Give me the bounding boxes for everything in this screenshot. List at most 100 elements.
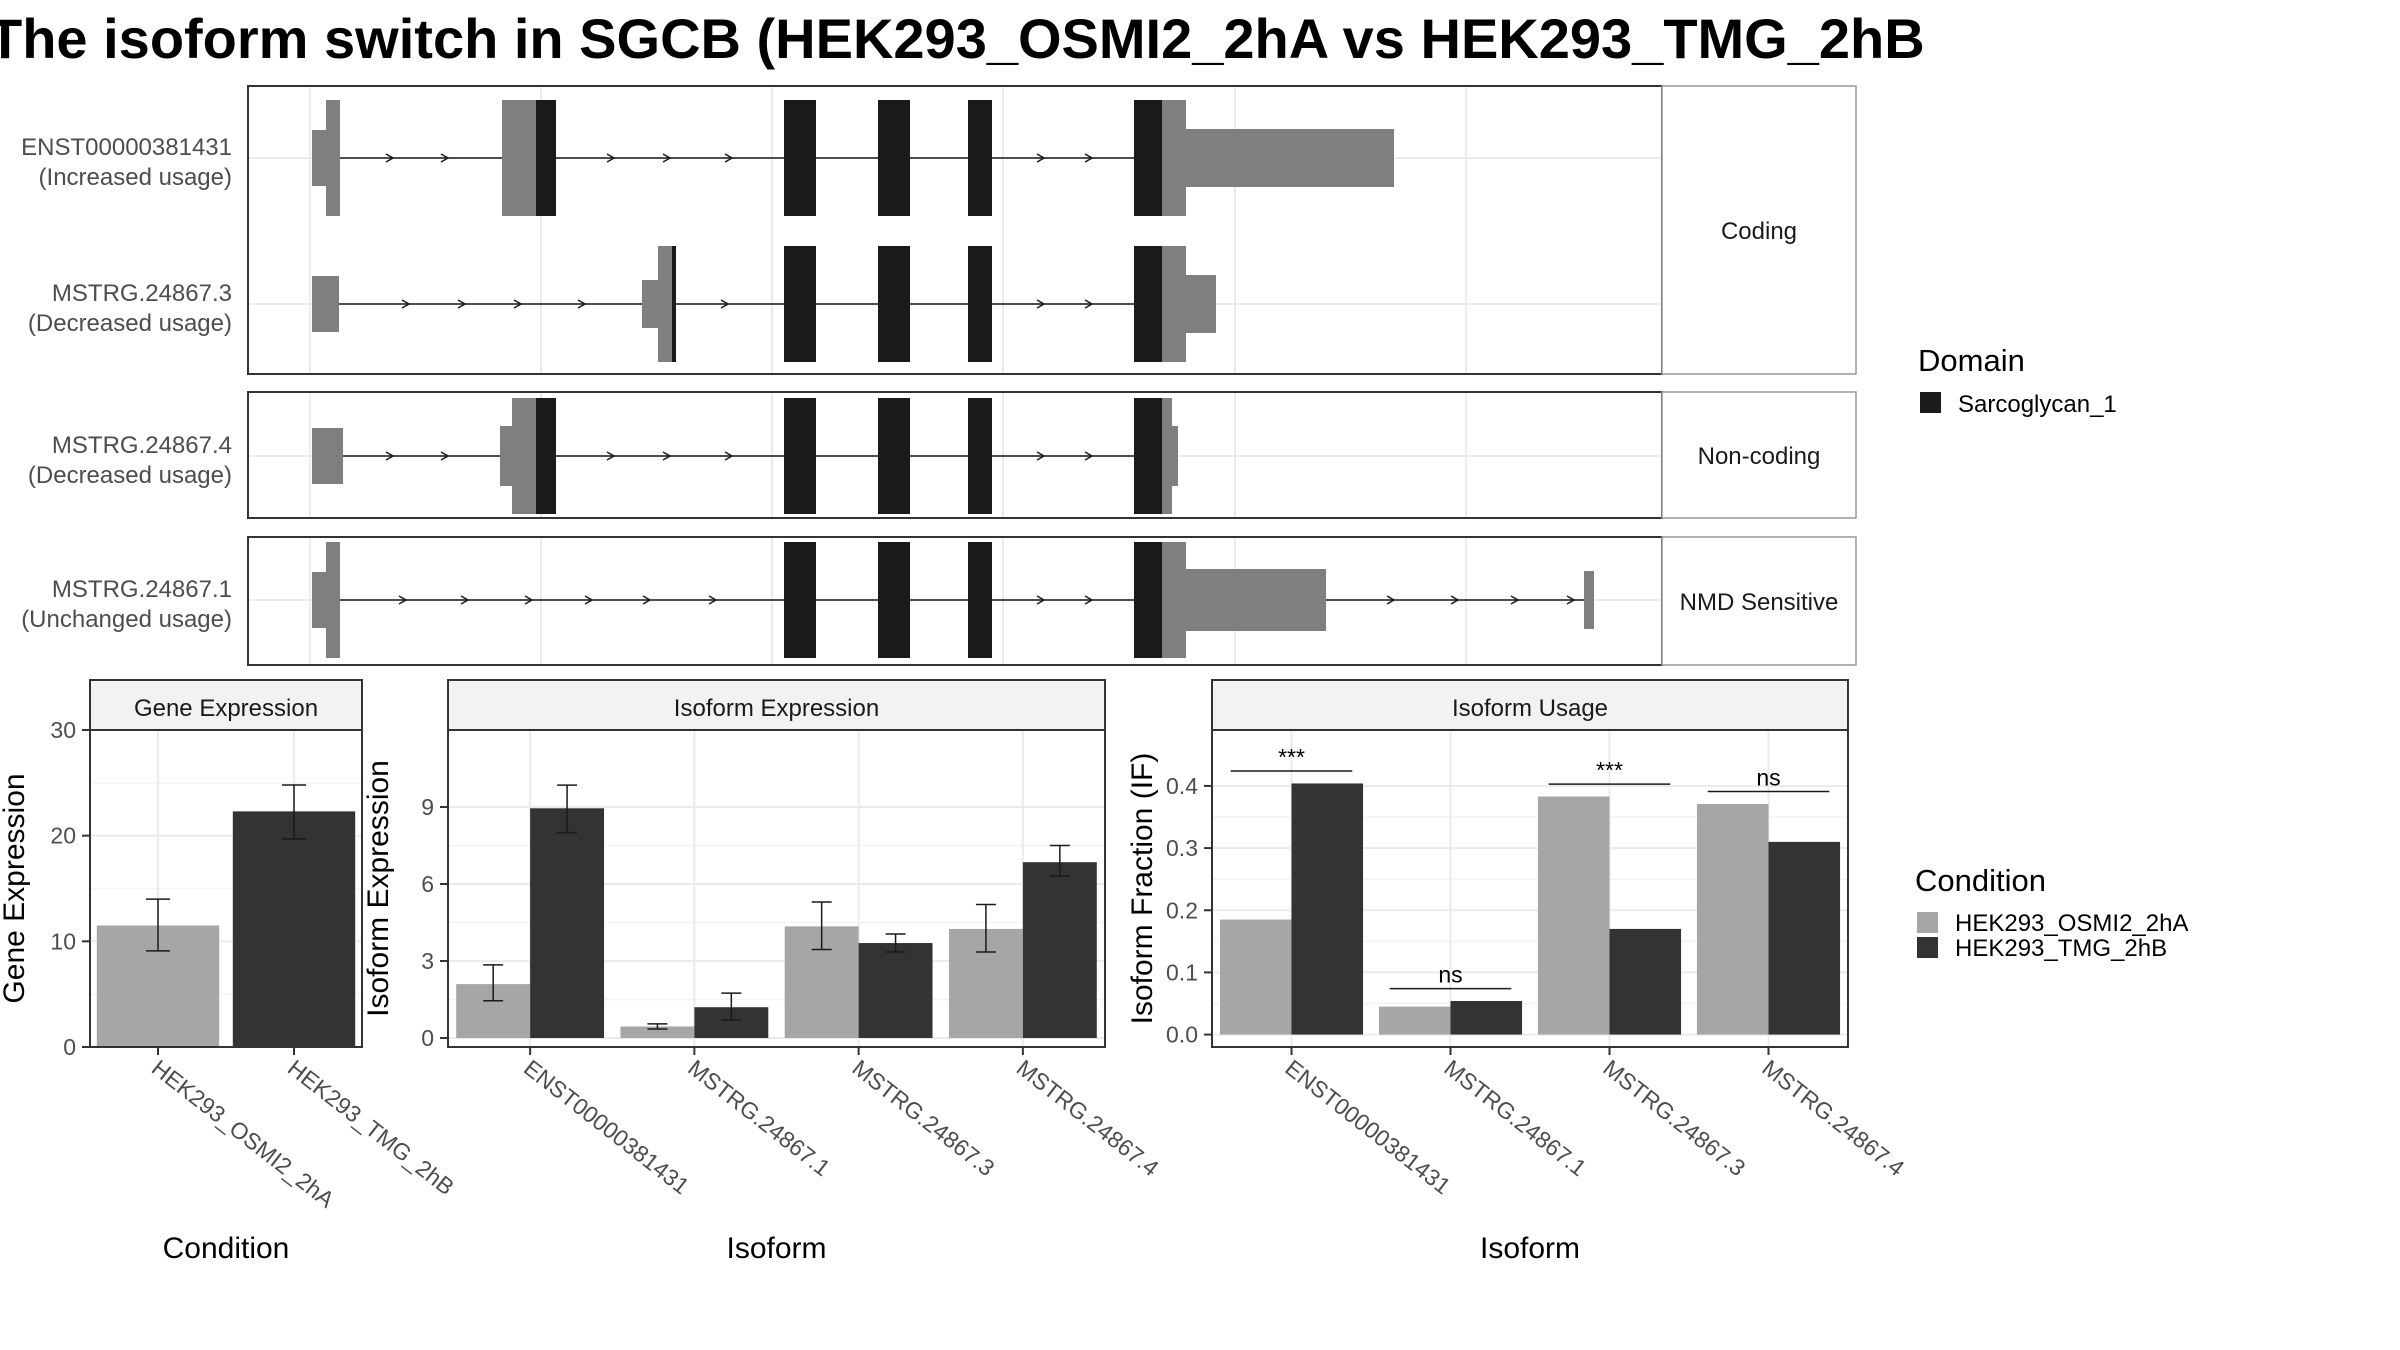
transcript-label: ENST00000381431 xyxy=(21,134,232,161)
bar xyxy=(620,1026,695,1039)
utr-exon xyxy=(312,130,326,186)
facet-strip-label: Non-coding xyxy=(1698,443,1821,470)
domain-legend-label: Sarcoglycan_1 xyxy=(1958,391,2117,418)
transcript-label: MSTRG.24867.3 xyxy=(52,280,232,307)
domain-exon xyxy=(968,398,992,514)
intron-arrow xyxy=(460,595,470,605)
intron-arrow xyxy=(1084,451,1094,461)
intron-arrow xyxy=(1036,451,1046,461)
x-tick-label: MSTRG.24867.4 xyxy=(1757,1054,1909,1181)
bar xyxy=(1378,1006,1451,1035)
utr-exon xyxy=(1186,569,1326,631)
facet-strip xyxy=(89,679,363,731)
domain-exon xyxy=(784,100,816,216)
bar xyxy=(1022,862,1097,1039)
intron-arrow xyxy=(642,595,652,605)
intron-arrow xyxy=(584,595,594,605)
significance-label: ns xyxy=(1756,765,1780,791)
domain-exon xyxy=(784,542,816,658)
intron-arrow xyxy=(577,299,587,309)
bar xyxy=(1291,783,1364,1035)
utr-exon xyxy=(312,428,343,484)
y-tick-label: 0 xyxy=(421,1025,434,1051)
x-tick-label: ENST00000381431 xyxy=(1280,1054,1455,1199)
domain-exon xyxy=(968,100,992,216)
intron-arrow xyxy=(401,299,411,309)
x-tick-label: MSTRG.24867.4 xyxy=(1012,1054,1164,1181)
intron-arrow xyxy=(662,153,672,163)
utr-exon xyxy=(1186,129,1394,187)
intron-arrow xyxy=(662,451,672,461)
y-axis-title: Isoform Fraction (IF) xyxy=(1126,753,1159,1025)
condition-legend-label: HEK293_OSMI2_2hA xyxy=(1955,910,2188,937)
domain-legend-title: Domain xyxy=(1918,343,2025,378)
y-tick-label: 30 xyxy=(50,717,76,743)
utr-exon xyxy=(326,100,340,216)
domain-legend-swatch xyxy=(1920,392,1941,413)
intron-arrow xyxy=(1084,595,1094,605)
domain-exon xyxy=(1134,100,1162,216)
y-tick-label: 9 xyxy=(421,794,434,820)
utr-exon xyxy=(642,280,660,328)
domain-exon xyxy=(968,246,992,362)
intron-arrow xyxy=(1036,153,1046,163)
transcript-label: MSTRG.24867.1 xyxy=(52,576,232,603)
bar xyxy=(1537,796,1610,1035)
y-tick-label: 0.0 xyxy=(1166,1022,1198,1048)
intron-arrow xyxy=(385,153,395,163)
domain-exon xyxy=(784,246,816,362)
condition-legend-swatch xyxy=(1917,912,1938,933)
intron-arrow xyxy=(1036,299,1046,309)
y-tick-label: 3 xyxy=(421,948,434,974)
domain-exon xyxy=(784,398,816,514)
utr-exon xyxy=(1162,100,1186,216)
intron-arrow xyxy=(1510,595,1520,605)
intron-arrow xyxy=(513,299,523,309)
domain-exon xyxy=(878,398,910,514)
intron-arrow xyxy=(524,595,534,605)
domain-exon xyxy=(878,246,910,362)
utr-exon xyxy=(500,426,514,486)
intron-arrow xyxy=(1036,595,1046,605)
y-axis-title: Isoform Expression xyxy=(362,760,395,1017)
y-axis-title: Gene Expression xyxy=(0,773,31,1003)
y-tick-label: 6 xyxy=(421,871,434,897)
intron-arrow xyxy=(708,595,718,605)
utr-exon xyxy=(1172,426,1178,486)
x-tick-label: MSTRG.24867.1 xyxy=(1439,1054,1591,1181)
y-tick-label: 0.1 xyxy=(1166,959,1198,985)
facet-strip-label: NMD Sensitive xyxy=(1680,589,1839,616)
condition-legend-swatch xyxy=(1917,937,1938,958)
structure-panel-bg xyxy=(248,86,1662,374)
condition-legend-title: Condition xyxy=(1915,863,2046,898)
significance-label: *** xyxy=(1596,757,1623,783)
intron-arrow xyxy=(457,299,467,309)
bar xyxy=(1609,928,1682,1035)
bar xyxy=(1450,1001,1523,1035)
facet-strip xyxy=(1211,679,1849,731)
intron-arrow xyxy=(385,451,395,461)
transcript-usage-label: (Increased usage) xyxy=(39,164,232,191)
facet-strip-label: Gene Expression xyxy=(134,695,318,722)
bar xyxy=(530,808,605,1039)
facet-strip xyxy=(1661,391,1857,519)
utr-exon xyxy=(658,246,672,362)
bar xyxy=(1219,919,1292,1035)
domain-exon xyxy=(536,100,556,216)
y-tick-label: 20 xyxy=(50,823,76,849)
transcript-usage-label: (Unchanged usage) xyxy=(21,606,232,633)
significance-label: *** xyxy=(1278,744,1305,770)
intron-arrow xyxy=(398,595,408,605)
y-tick-label: 0.3 xyxy=(1166,835,1198,861)
domain-exon xyxy=(968,542,992,658)
domain-exon xyxy=(878,542,910,658)
x-axis-title: Isoform xyxy=(1480,1232,1580,1265)
domain-exon xyxy=(672,246,676,362)
intron-arrow xyxy=(606,153,616,163)
intron-arrow xyxy=(724,153,734,163)
intron-arrow xyxy=(720,299,730,309)
bar xyxy=(1768,841,1841,1035)
intron-arrow xyxy=(1450,595,1460,605)
bar xyxy=(232,811,356,1047)
